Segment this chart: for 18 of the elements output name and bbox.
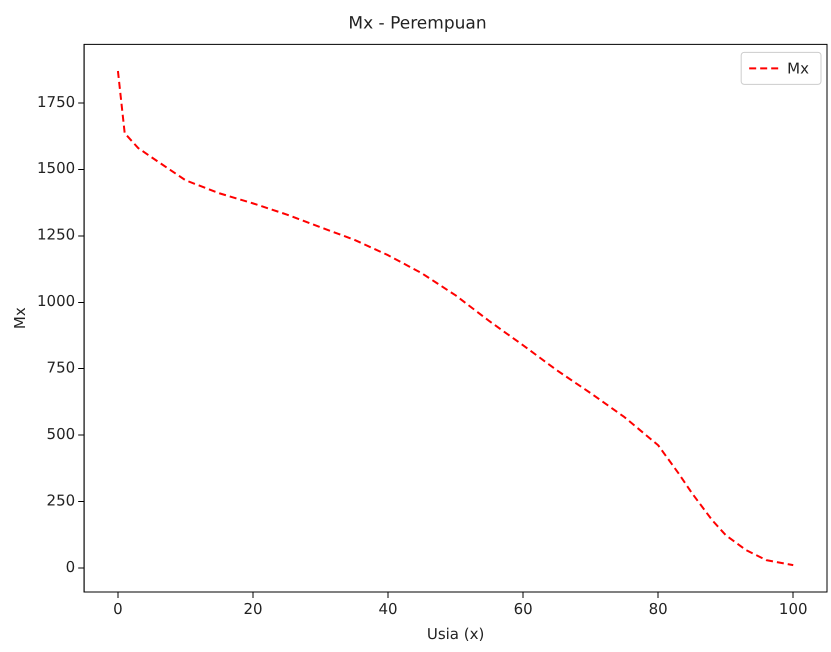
- legend-label: Mx: [787, 59, 810, 78]
- y-axis-title: Mx: [10, 307, 29, 330]
- x-tick-label: 60: [514, 600, 533, 618]
- x-axis-title: Usia (x): [426, 624, 484, 643]
- y-tick-label: 1000: [36, 292, 76, 310]
- y-tick-label: 750: [46, 358, 76, 377]
- y-tick-label: 250: [46, 492, 76, 510]
- y-tick-label: 500: [46, 425, 76, 444]
- x-tick-label: 40: [378, 600, 398, 618]
- x-tick-label: 20: [243, 600, 263, 618]
- chart-title: Mx - Perempuan: [348, 14, 487, 34]
- x-tick-label: 0: [113, 600, 123, 618]
- x-tick-label: 80: [648, 600, 668, 618]
- y-tick-label: 1500: [36, 159, 76, 178]
- y-tick-label: 0: [66, 558, 76, 576]
- y-tick-label: 1750: [36, 92, 76, 111]
- y-tick-label: 1250: [36, 226, 76, 244]
- x-tick-label: 100: [778, 600, 808, 618]
